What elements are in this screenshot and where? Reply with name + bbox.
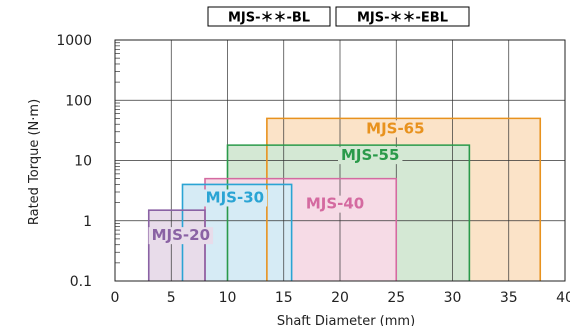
x-tick-label: 20 <box>331 290 349 306</box>
x-axis-title: Shaft Diameter (mm) <box>277 314 415 326</box>
x-tick-label: 30 <box>444 290 462 306</box>
header-label-ebl: MJS-＊＊-EBL <box>357 11 448 26</box>
x-tick-label: 35 <box>500 290 518 306</box>
y-tick-label: 1000 <box>56 33 92 49</box>
series-label-bg-mjs-40 <box>302 195 368 213</box>
x-tick-label: 10 <box>219 290 237 306</box>
series-label-bg-mjs-30 <box>202 189 268 207</box>
axes: 0 5 10 15 20 25 30 35 40 1000 100 10 1 0.1 <box>56 33 570 306</box>
x-tick-label: 15 <box>275 290 293 306</box>
x-tick-label: 0 <box>111 290 120 306</box>
series-label-mjs-20: MJS-20 <box>152 226 210 244</box>
header-box-bl <box>207 6 331 27</box>
series-labels: MJS-65 MJS-55 MJS-40 MJS-30 MJS-20 <box>147 117 542 281</box>
x-tick-label: 40 <box>556 290 570 306</box>
header-label-bl: MJS-＊＊-BL <box>228 11 310 26</box>
y-tick-label: 10 <box>74 154 92 170</box>
series-label-mjs-40: MJS-40 <box>306 195 364 213</box>
series-label-bg-mjs-20 <box>148 227 214 245</box>
series-label-bg-mjs-65 <box>363 120 428 138</box>
series-label-bg-mjs-55 <box>337 147 403 165</box>
series-label-mjs-55: MJS-55 <box>341 146 399 164</box>
x-tick-label: 25 <box>387 290 405 306</box>
y-axis-title: Rated Torque (N·m) <box>27 99 42 225</box>
series-label-mjs-30: MJS-30 <box>206 188 264 206</box>
y-tick-label: 100 <box>65 93 92 109</box>
header-box-ebl <box>335 6 470 27</box>
chart-header: MJS-＊＊-BL MJS-＊＊-EBL <box>207 6 470 27</box>
series-fill-mjs-20 <box>148 210 205 281</box>
series-label-mjs-65: MJS-65 <box>366 119 424 137</box>
series-outline-mjs-55 <box>226 144 471 281</box>
plot-frame <box>114 39 566 282</box>
series-outline-mjs-20 <box>147 209 206 281</box>
x-tick-label: 5 <box>167 290 176 306</box>
y-tick-label: 0.1 <box>70 274 92 290</box>
y-tick-label: 1 <box>83 214 92 230</box>
